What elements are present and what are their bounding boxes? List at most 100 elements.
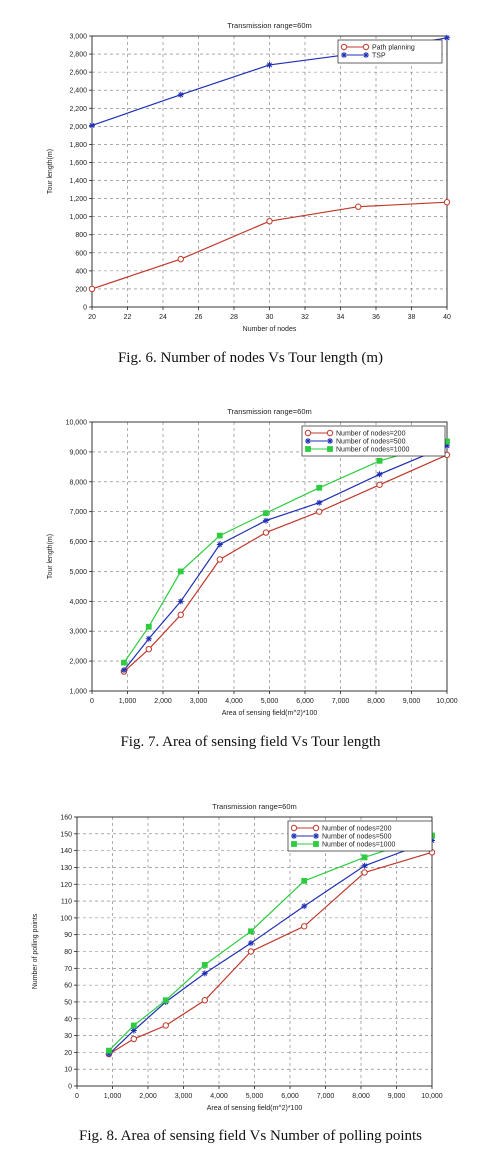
series-1 (105, 849, 436, 1058)
data-point (247, 940, 254, 947)
legend-marker (340, 43, 348, 51)
x-tick-label: 40 (443, 314, 451, 321)
y-tick-label: 20 (64, 1050, 72, 1057)
data-point (201, 970, 208, 977)
x-tick-label: 7,000 (317, 1093, 335, 1100)
x-tick-label: 1,000 (104, 1093, 122, 1100)
y-tick-label: 130 (60, 865, 72, 872)
chart-title: Transmission range=60m (227, 21, 312, 30)
y-tick-label: 1,600 (69, 160, 87, 167)
y-tick-label: 0 (83, 305, 87, 312)
x-axis-label: Number of nodes (243, 326, 297, 333)
data-point (376, 457, 383, 464)
y-tick-label: 3,000 (69, 34, 87, 41)
x-tick-label: 4,000 (225, 698, 243, 705)
series-line (123, 440, 448, 663)
series-line (123, 445, 448, 671)
y-tick-label: 8,000 (69, 479, 87, 486)
y-tick-label: 90 (64, 932, 72, 939)
x-tick-label: 9,000 (403, 698, 421, 705)
y-tick-label: 6,000 (69, 539, 87, 546)
y-tick-label: 120 (60, 882, 72, 889)
x-tick-label: 5,000 (261, 698, 279, 705)
series-line (108, 839, 433, 1055)
y-axis-label: Tour length(m) (47, 534, 54, 579)
legend-marker (313, 833, 319, 839)
data-point (201, 997, 209, 1004)
legend-label: Number of nodes=1000 (336, 447, 409, 454)
data-point (145, 623, 152, 630)
data-point (216, 556, 224, 563)
legend-label: Number of nodes=500 (336, 439, 406, 446)
y-tick-label: 1,000 (69, 689, 87, 696)
data-point (177, 255, 184, 263)
y-tick-label: 0 (68, 1084, 72, 1091)
x-axis-label: Area of sensing field(m^2)*100 (222, 710, 318, 717)
y-tick-label: 400 (75, 268, 87, 275)
x-tick-label: 30 (266, 314, 274, 321)
y-tick-label: 1,400 (69, 178, 87, 185)
data-point (361, 869, 368, 876)
data-point (130, 1035, 138, 1043)
legend-marker (290, 824, 298, 832)
data-point (316, 508, 323, 515)
legend-box (337, 39, 443, 64)
data-point (316, 499, 323, 506)
y-tick-label: 60 (64, 983, 72, 990)
legend-marker (326, 429, 334, 437)
y-tick-label: 2,600 (69, 70, 87, 77)
data-point (89, 122, 95, 129)
series-line (91, 201, 448, 290)
data-point (216, 532, 223, 539)
x-tick-label: 20 (88, 314, 96, 321)
data-point (444, 442, 450, 449)
x-tick-label: 26 (195, 314, 203, 321)
x-tick-label: 7,000 (332, 698, 350, 705)
data-point (177, 611, 184, 618)
series-1 (88, 199, 451, 293)
series-1 (120, 451, 451, 675)
legend-marker (362, 43, 370, 51)
data-point (266, 61, 273, 68)
data-point (121, 659, 127, 666)
caption-fig-8: Fig. 8. Area of sensing field Vs Number … (78, 1128, 423, 1144)
y-tick-label: 1,200 (69, 196, 87, 203)
legend-marker (291, 833, 297, 839)
series-2 (105, 837, 435, 1058)
x-tick-label: 5,000 (246, 1093, 264, 1100)
x-tick-label: 34 (337, 314, 345, 321)
x-tick-label: 3,000 (190, 698, 208, 705)
series-line (108, 851, 433, 1055)
y-tick-label: 140 (60, 848, 72, 855)
x-tick-label: 4,000 (210, 1093, 228, 1100)
series-2 (120, 442, 450, 674)
data-point (266, 217, 273, 225)
y-tick-label: 4,000 (69, 599, 87, 606)
x-tick-label: 2,000 (154, 698, 172, 705)
data-point (355, 203, 362, 210)
y-tick-label: 10,000 (66, 420, 88, 427)
data-point (201, 962, 208, 968)
legend-marker (305, 446, 311, 452)
y-tick-label: 1,800 (69, 142, 87, 149)
legend-marker (313, 841, 319, 847)
x-tick-label: 32 (301, 314, 309, 321)
x-tick-label: 0 (90, 698, 94, 705)
y-tick-label: 600 (75, 250, 87, 257)
data-point (216, 541, 223, 548)
legend-marker (341, 52, 347, 58)
y-tick-label: 2,000 (69, 659, 87, 666)
caption-fig-7: Fig. 7. Area of sensing field Vs Tour le… (120, 734, 381, 750)
caption-fig-6: Fig. 6. Number of nodes Vs Tour length (… (117, 350, 384, 366)
data-point (145, 635, 152, 642)
x-tick-label: 10,000 (421, 1093, 443, 1100)
x-tick-label: 28 (230, 314, 238, 321)
data-point (106, 1047, 112, 1054)
chart-fig-8: Transmission range=60m 0 1,000 2,000 3,000 4,… (32, 802, 443, 1112)
y-tick-label: 800 (75, 232, 87, 239)
x-tick-label: 8,000 (367, 698, 385, 705)
legend-marker (327, 446, 333, 452)
